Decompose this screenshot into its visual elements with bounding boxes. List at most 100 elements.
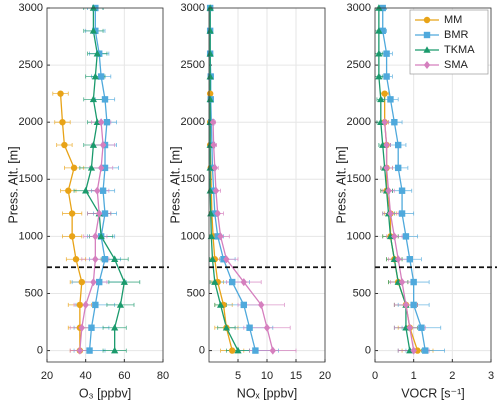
y-tick-label: 1000 xyxy=(347,230,371,242)
marker xyxy=(92,301,99,309)
x-tick-label: 20 xyxy=(319,370,331,382)
marker xyxy=(246,324,253,331)
marker xyxy=(206,95,214,103)
y-tick-label: 2000 xyxy=(181,116,205,128)
marker xyxy=(395,141,402,149)
marker xyxy=(210,141,217,150)
marker xyxy=(406,256,413,263)
marker xyxy=(269,346,276,355)
x-tick-label: 3 xyxy=(488,370,494,382)
marker xyxy=(387,96,394,103)
marker xyxy=(89,27,97,34)
marker xyxy=(406,323,413,332)
marker xyxy=(212,186,220,195)
marker xyxy=(379,27,386,35)
marker xyxy=(68,233,76,240)
marker xyxy=(414,347,421,354)
marker xyxy=(101,164,109,172)
marker xyxy=(82,300,89,309)
y-tick-label: 3000 xyxy=(347,2,371,14)
marker xyxy=(214,209,221,218)
marker xyxy=(229,278,236,286)
marker xyxy=(86,347,93,354)
x-axis-label: VOCR [s⁻¹] xyxy=(401,386,465,400)
legend-label: MM xyxy=(444,14,462,26)
x-tick-label: 1 xyxy=(411,370,417,382)
marker xyxy=(206,164,214,171)
marker xyxy=(383,163,390,172)
profile-line xyxy=(382,8,426,351)
marker xyxy=(383,73,390,80)
marker xyxy=(88,324,95,331)
marker xyxy=(206,186,214,194)
marker xyxy=(402,300,410,309)
marker xyxy=(59,118,66,126)
y-tick-label: 1500 xyxy=(181,173,205,185)
x-axis-label: NOₓ [ppbv] xyxy=(237,386,297,400)
legend-label: BMR xyxy=(444,29,469,41)
axes-box xyxy=(208,7,326,363)
error-bar xyxy=(83,8,104,10)
x-tick-label: 10 xyxy=(261,370,273,382)
marker xyxy=(99,141,107,150)
y-tick-label: 1000 xyxy=(181,230,205,242)
marker xyxy=(375,27,383,34)
y-tick-label: 500 xyxy=(353,287,371,299)
y-axis-label: Press. Alt. [m] xyxy=(334,146,348,223)
marker xyxy=(101,210,109,217)
marker xyxy=(381,118,388,127)
marker xyxy=(398,210,406,217)
y-tick-label: 0 xyxy=(37,344,43,356)
marker xyxy=(423,31,431,39)
axes-box xyxy=(46,7,164,363)
y-tick-label: 500 xyxy=(187,287,205,299)
y-tick-label: 3000 xyxy=(19,2,43,14)
marker xyxy=(76,346,84,355)
marker xyxy=(222,323,230,331)
marker xyxy=(87,164,96,171)
marker xyxy=(383,141,390,150)
marker xyxy=(381,90,388,97)
marker xyxy=(68,210,76,217)
marker xyxy=(209,118,217,127)
marker xyxy=(93,49,101,57)
marker xyxy=(90,278,97,287)
marker xyxy=(387,209,394,218)
marker xyxy=(217,301,225,308)
marker xyxy=(97,163,105,172)
y-tick-label: 3000 xyxy=(181,2,205,14)
marker xyxy=(410,301,417,309)
marker xyxy=(398,187,406,194)
profile-line xyxy=(88,8,108,351)
marker xyxy=(423,46,431,53)
marker xyxy=(395,255,402,264)
x-tick-label: 20 xyxy=(41,370,53,382)
marker xyxy=(116,301,125,308)
y-axis-label: Press. Alt. [m] xyxy=(168,146,182,223)
marker xyxy=(206,4,214,11)
marker xyxy=(103,118,111,126)
marker xyxy=(258,300,265,309)
marker xyxy=(72,256,80,263)
marker xyxy=(57,90,64,97)
y-tick-label: 2500 xyxy=(181,59,205,71)
x-tick-label: 0 xyxy=(372,370,378,382)
marker xyxy=(76,301,84,309)
marker xyxy=(78,278,86,286)
marker xyxy=(395,164,402,172)
marker xyxy=(111,323,119,331)
y-tick-label: 1500 xyxy=(347,173,371,185)
marker xyxy=(375,49,383,57)
marker xyxy=(410,346,417,355)
marker xyxy=(92,232,99,241)
marker xyxy=(398,278,406,287)
y-tick-label: 1000 xyxy=(19,230,43,242)
marker xyxy=(61,141,68,149)
marker xyxy=(252,347,259,354)
marker xyxy=(207,232,215,240)
profile-line xyxy=(84,8,126,351)
marker xyxy=(229,347,236,354)
marker xyxy=(111,255,119,263)
marker xyxy=(418,324,425,331)
